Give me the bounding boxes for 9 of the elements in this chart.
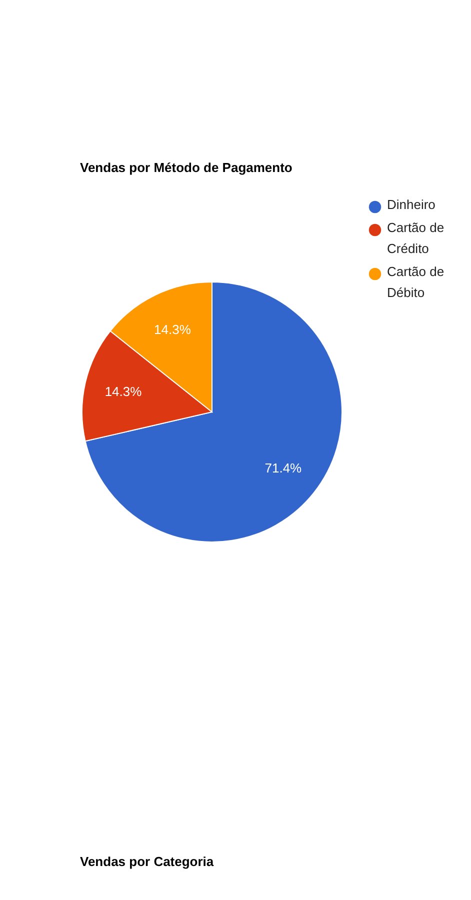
- pie-slice: [84, 282, 342, 542]
- legend-label: Dinheiro: [387, 197, 436, 212]
- text: Vendas por Categoria: [80, 854, 214, 869]
- legend-label: Cartão de Crédito: [387, 220, 444, 256]
- chart-title: Vendas por Método de Pagamento: [80, 160, 292, 175]
- data-label: 14.3%: [104, 384, 142, 399]
- data-label: 71.4%: [264, 460, 302, 476]
- legend-label: Cartão de Débito: [387, 264, 444, 300]
- data-label: 14.3%: [154, 322, 192, 338]
